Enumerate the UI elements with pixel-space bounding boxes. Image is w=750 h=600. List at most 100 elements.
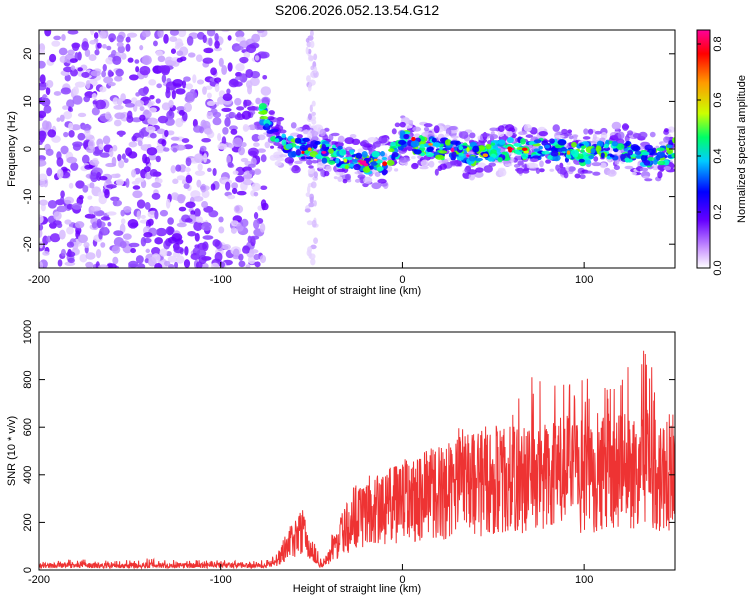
heatmap-cell bbox=[178, 206, 187, 212]
heatmap-cell bbox=[39, 224, 44, 231]
heatmap-cell bbox=[143, 166, 151, 173]
heatmap-cell bbox=[146, 147, 158, 156]
heatmap-cell bbox=[132, 185, 141, 190]
heatmap-cell bbox=[260, 185, 268, 191]
heatmap-cell bbox=[177, 194, 186, 204]
heatmap-cell bbox=[254, 55, 260, 61]
heatmap-cell bbox=[311, 219, 317, 228]
heatmap-cell bbox=[520, 138, 526, 145]
snr-frame bbox=[38, 331, 676, 571]
heatmap-cell bbox=[210, 183, 216, 191]
heatmap-cell bbox=[196, 179, 202, 188]
heatmap-cell bbox=[68, 130, 75, 138]
heatmap-cell bbox=[320, 169, 325, 177]
heatmap-cell bbox=[428, 143, 433, 146]
heatmap-cell bbox=[70, 162, 79, 171]
heatmap-cell bbox=[45, 86, 51, 96]
heatmap-cell bbox=[66, 203, 74, 210]
heatmap-cell bbox=[56, 117, 61, 122]
heatmap-cell bbox=[104, 111, 112, 120]
heatmap-cell bbox=[295, 127, 303, 132]
heatmap-cell bbox=[53, 35, 62, 41]
heatmap-cell bbox=[227, 35, 232, 41]
heatmap-cell bbox=[183, 102, 193, 113]
heatmap-cell bbox=[372, 141, 381, 148]
heatmap-cell bbox=[301, 156, 306, 160]
heatmap-cell bbox=[255, 97, 262, 105]
heatmap-cell bbox=[281, 139, 287, 147]
heatmap-cell bbox=[544, 144, 551, 149]
heatmap-cell bbox=[251, 182, 261, 192]
heatmap-cell bbox=[566, 150, 571, 155]
heatmap-cell bbox=[202, 34, 207, 44]
heatmap-cell bbox=[147, 154, 157, 161]
heatmap-cell bbox=[313, 171, 318, 179]
heatmap-cell bbox=[157, 55, 166, 63]
heatmap-cell bbox=[284, 157, 295, 164]
heatmap-cell bbox=[337, 176, 343, 183]
heatmap-cell bbox=[652, 158, 658, 165]
heatmap-cell bbox=[186, 35, 194, 46]
heatmap-cell bbox=[308, 165, 314, 169]
heatmap-cell bbox=[179, 56, 187, 62]
heatmap-cell bbox=[428, 160, 435, 168]
heatmap-cell bbox=[89, 30, 95, 36]
heatmap-cell bbox=[81, 41, 89, 51]
heatmap-cell bbox=[337, 145, 343, 150]
heatmap-cell bbox=[56, 205, 67, 213]
heatmap-cell bbox=[206, 111, 214, 120]
heatmap-cell bbox=[240, 157, 249, 163]
heatmap-cell bbox=[169, 30, 179, 36]
heatmap-cell bbox=[228, 144, 234, 149]
heatmap-cell bbox=[349, 134, 357, 139]
heatmap-cell bbox=[183, 183, 190, 189]
heatmap-cell bbox=[222, 93, 233, 102]
heatmap-cell bbox=[108, 33, 117, 42]
heatmap-cell bbox=[581, 145, 586, 150]
heatmap-cell bbox=[41, 97, 51, 107]
heatmap-cell bbox=[254, 168, 262, 175]
heatmap-cell bbox=[137, 263, 146, 268]
heatmap-cell bbox=[234, 76, 243, 81]
heatmap-cell bbox=[517, 160, 524, 166]
heatmap-cell bbox=[369, 161, 378, 166]
heatmap-cell bbox=[611, 141, 619, 147]
heatmap-cell bbox=[194, 208, 201, 218]
heatmap-cell bbox=[140, 236, 147, 247]
heatmap-cell bbox=[147, 218, 154, 226]
heatmap-cell bbox=[125, 178, 130, 188]
heatmap-cell bbox=[570, 149, 580, 157]
heatmap-cell bbox=[185, 91, 196, 102]
heatmap-cell bbox=[60, 87, 72, 95]
heatmap-cell bbox=[247, 163, 256, 168]
heatmap-cell bbox=[121, 153, 126, 160]
heatmap-cell bbox=[99, 176, 108, 181]
heatmap-cell bbox=[394, 122, 401, 128]
heatmap-cell bbox=[64, 219, 72, 225]
heatmap-cell bbox=[103, 76, 114, 84]
heatmap-cell bbox=[167, 255, 178, 263]
heatmap-cell bbox=[104, 188, 110, 199]
heatmap-cell bbox=[308, 113, 312, 121]
heatmap-cell bbox=[175, 164, 182, 172]
heatmap-cell bbox=[123, 158, 129, 163]
heatmap-cell bbox=[295, 148, 302, 156]
heatmap-cell bbox=[163, 33, 169, 44]
heatmap-cell bbox=[67, 106, 72, 112]
heatmap-cell bbox=[567, 129, 573, 134]
heatmap-cell bbox=[635, 155, 642, 159]
heatmap-cell bbox=[305, 46, 309, 55]
heatmap-cell bbox=[610, 169, 616, 175]
heatmap-cell bbox=[588, 155, 595, 160]
heatmap-cell bbox=[617, 131, 625, 140]
heatmap-cell bbox=[333, 176, 338, 180]
heatmap-cell bbox=[557, 148, 563, 153]
heatmap-cell bbox=[70, 124, 81, 131]
heatmap-cell bbox=[330, 132, 340, 137]
heatmap-cell bbox=[166, 130, 175, 136]
heatmap-cell bbox=[102, 63, 107, 72]
heatmap-cell bbox=[84, 48, 91, 58]
heatmap-cell bbox=[218, 216, 224, 223]
heatmap-cell bbox=[251, 133, 261, 142]
heatmap-cell bbox=[199, 145, 207, 152]
